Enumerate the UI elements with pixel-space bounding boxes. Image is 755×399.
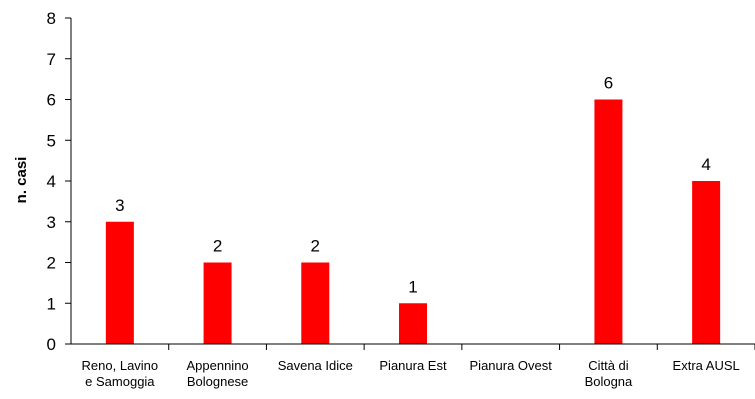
data-label: 4	[701, 155, 710, 174]
bar	[692, 181, 721, 344]
x-tick-label: Bolognese	[187, 374, 248, 389]
x-tick-label: Pianura Est	[379, 358, 447, 373]
y-tick-label: 4	[47, 172, 56, 191]
x-tick-label: Extra AUSL	[673, 358, 740, 373]
y-tick-label: 0	[47, 335, 56, 354]
data-label: 1	[408, 277, 417, 296]
x-tick-label: Reno, Lavino	[82, 358, 159, 373]
data-label: 3	[115, 196, 124, 215]
y-tick-label: 7	[47, 50, 56, 69]
bar	[399, 303, 427, 344]
x-tick-label: Appennino	[186, 358, 248, 373]
data-label: 2	[311, 237, 320, 256]
data-label: 2	[213, 237, 222, 256]
y-tick-label: 3	[47, 213, 56, 232]
bar	[594, 99, 623, 344]
x-tick-label: Bologna	[585, 374, 633, 389]
y-tick-label: 8	[47, 9, 56, 28]
y-tick-label: 1	[47, 294, 56, 313]
bar	[203, 262, 232, 344]
x-tick-label: Savena Idice	[278, 358, 353, 373]
y-tick-label: 5	[47, 131, 56, 150]
x-tick-label: Pianura Ovest	[470, 358, 553, 373]
x-tick-label: e Samoggia	[85, 374, 155, 389]
y-tick-label: 2	[47, 254, 56, 273]
bar	[301, 262, 330, 344]
y-tick-label: 6	[47, 91, 56, 110]
bar	[105, 221, 134, 344]
data-label: 6	[604, 74, 613, 93]
y-axis-title: n. casi	[13, 157, 30, 204]
x-tick-label: Città di	[588, 358, 629, 373]
